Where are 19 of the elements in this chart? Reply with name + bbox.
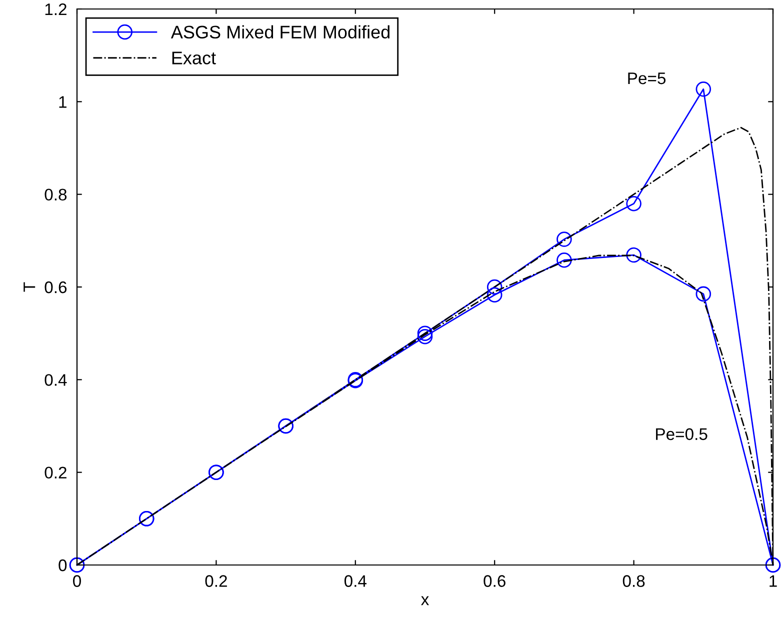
annotation: Pe=5 bbox=[628, 72, 666, 84]
annotation: Pe=0.5 bbox=[656, 428, 708, 440]
y-tick-label: 1.2 bbox=[45, 3, 66, 16]
y-tick-label: 0.2 bbox=[44, 466, 66, 479]
y-tick-label: 0 bbox=[58, 559, 67, 572]
x-tick-label: 0 bbox=[73, 575, 81, 587]
x-tick-label: 0.4 bbox=[344, 575, 366, 587]
x-tick-label: 0.6 bbox=[484, 575, 506, 587]
x-tick-label: 0.2 bbox=[205, 575, 227, 587]
x-tick-label: 1 bbox=[770, 575, 777, 587]
legend-label: ASGS Mixed FEM Modified bbox=[170, 25, 390, 39]
y-tick-label: 0.6 bbox=[44, 281, 67, 294]
x-axis-title: x bbox=[421, 596, 429, 606]
y-tick-label: 0.4 bbox=[44, 374, 67, 386]
legend-label: Exact bbox=[172, 52, 216, 64]
y-axis-title: T bbox=[24, 282, 36, 292]
y-tick-label: 0.8 bbox=[44, 188, 67, 201]
y-tick-label: 1 bbox=[59, 96, 66, 108]
x-tick-label: 0.8 bbox=[622, 575, 645, 587]
